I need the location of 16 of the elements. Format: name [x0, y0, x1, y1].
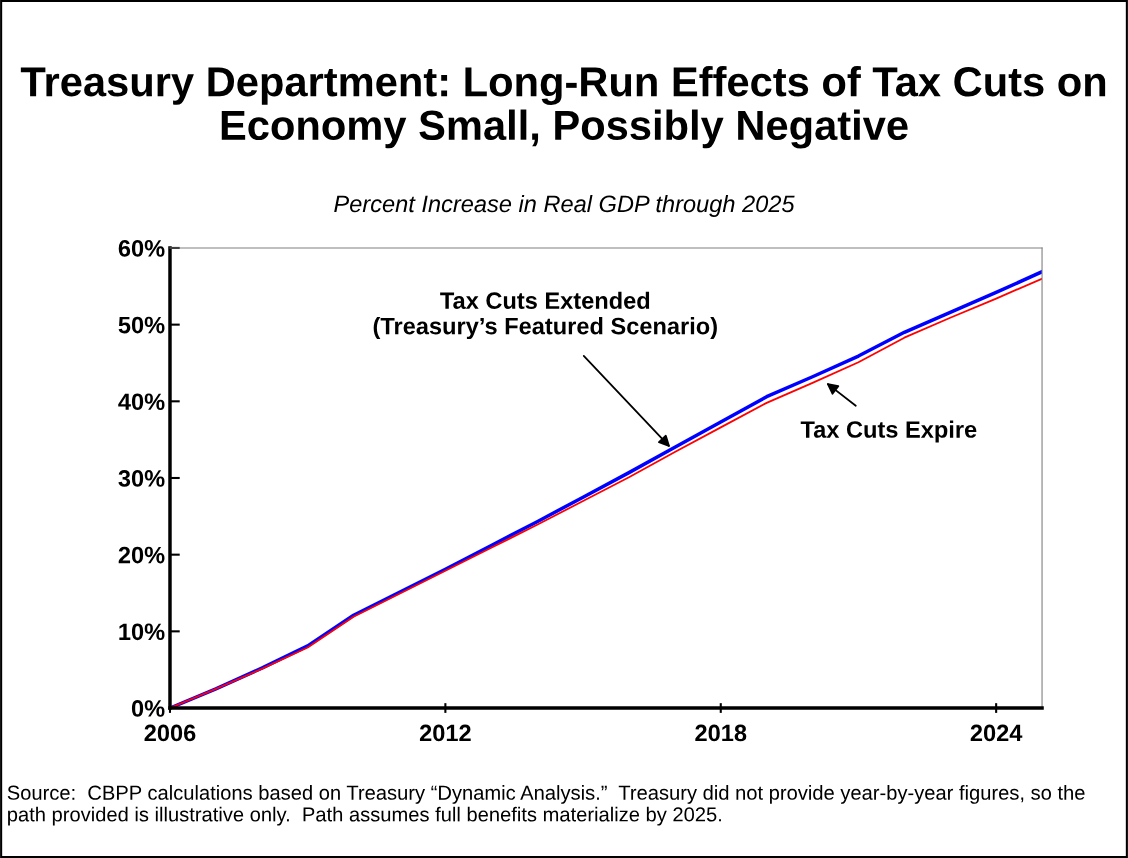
y-tick-label: 0%: [131, 700, 165, 717]
y-tick-label: 40%: [118, 393, 165, 411]
y-tick-label: 10%: [119, 623, 165, 641]
y-tick-label: 60%: [118, 240, 165, 257]
y-tick-label: 20%: [118, 546, 165, 564]
annotation: Tax Cuts Expire: [800, 420, 977, 443]
annotation: Tax Cuts Extended (Treasury’s Featured Scenario): [373, 291, 717, 340]
x-tick-label: 2024: [970, 724, 1023, 742]
chart-title: Treasury Department: Long-Run Effects of Tax Cuts on Economy Small, Possibly Negative: [20, 65, 1106, 149]
y-tick-label: 50%: [118, 316, 165, 334]
x-tick-label: 2006: [144, 724, 196, 742]
chart-subtitle: Percent Increase in Real GDP through 2025: [334, 194, 795, 217]
x-tick-label: 2018: [695, 724, 747, 742]
source-note: Source: CBPP calculations based on Treasury “Dynamic Analysis.” Treasury did not provide year-by-year figures, so the path provided is illustrative only. Path assumes full benefits materialize by 2025.: [7, 785, 1085, 826]
x-tick-label: 2012: [419, 724, 471, 742]
y-tick-label: 30%: [118, 470, 165, 487]
